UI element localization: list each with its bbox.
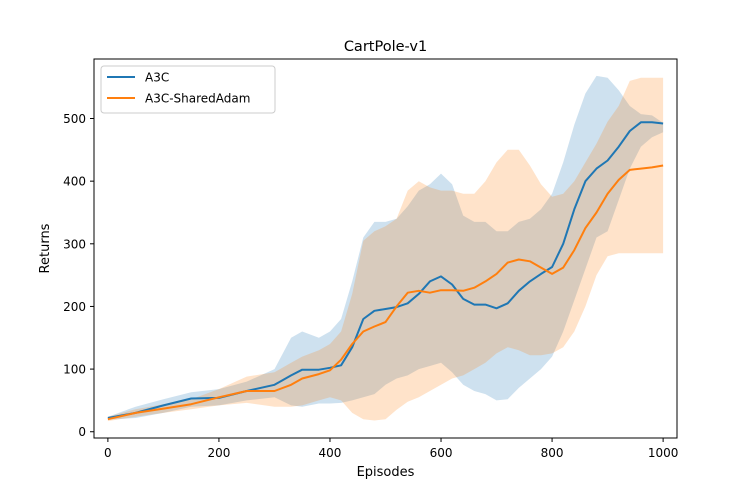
legend: A3C A3C-SharedAdam <box>100 65 276 114</box>
legend-label-a3c: A3C <box>145 71 169 85</box>
y-tick-label: 300 <box>63 237 86 251</box>
y-tick-label: 0 <box>78 425 86 439</box>
x-tick-label: 1000 <box>648 446 679 460</box>
x-tick-label: 600 <box>430 446 453 460</box>
line-a3c <box>107 121 664 419</box>
y-tick-label: 200 <box>63 300 86 314</box>
legend-label-a3c-sharedadam: A3C-SharedAdam <box>145 92 250 106</box>
series-lines <box>107 121 664 421</box>
x-tick-label: 0 <box>104 446 112 460</box>
band-a3c <box>107 75 664 420</box>
x-tick-label: 400 <box>319 446 342 460</box>
x-axis-label: Episodes <box>357 465 415 480</box>
y-tick-label: 400 <box>63 175 86 189</box>
y-tick-label: 500 <box>63 112 86 126</box>
x-tick-label: 200 <box>207 446 230 460</box>
x-tick-label: 800 <box>541 446 564 460</box>
line-a3c-sharedadam <box>107 164 664 421</box>
y-axis-label: Returns <box>38 223 53 273</box>
x-axis-ticks: 0 200 400 600 800 1000 <box>104 438 678 460</box>
y-axis-ticks: 0 100 200 300 400 500 <box>63 112 94 439</box>
confidence-bands <box>107 75 664 422</box>
legend-box <box>100 65 276 114</box>
band-a3c-sharedadam <box>107 77 664 422</box>
plot-frame <box>93 58 678 439</box>
chart-title: CartPole-v1 <box>344 39 427 55</box>
y-tick-label: 100 <box>63 363 86 377</box>
